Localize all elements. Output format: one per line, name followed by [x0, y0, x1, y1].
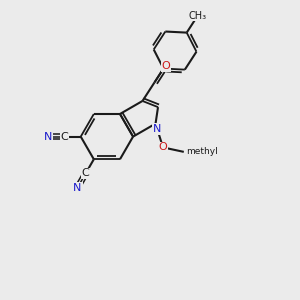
Text: N: N — [44, 132, 52, 142]
Text: N: N — [73, 183, 82, 193]
Text: methyl: methyl — [186, 147, 218, 156]
Text: O: O — [161, 61, 170, 71]
Text: O: O — [159, 142, 167, 152]
Text: C: C — [61, 132, 68, 142]
Text: C: C — [82, 168, 89, 178]
Text: CH₃: CH₃ — [188, 11, 207, 21]
Text: N: N — [153, 124, 161, 134]
